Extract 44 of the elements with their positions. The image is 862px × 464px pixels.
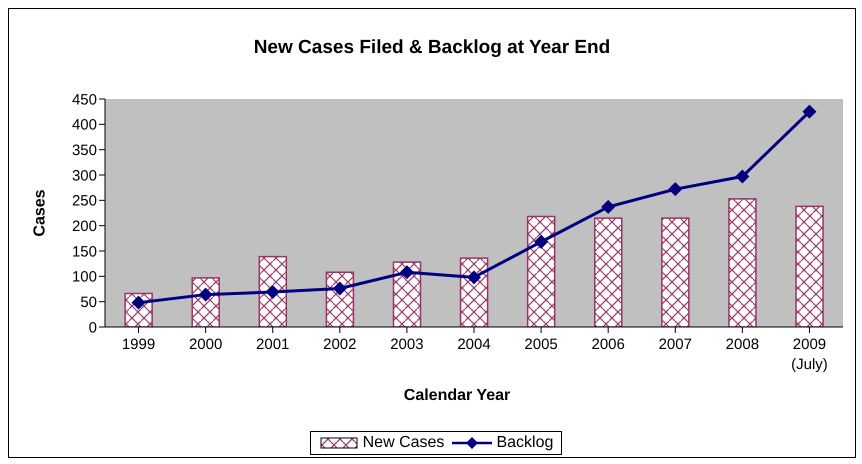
legend-label: New Cases (362, 434, 444, 452)
y-tick-label: 250 (72, 192, 97, 210)
y-axis-title: Cases (32, 189, 49, 237)
x-tick-label: 2003 (390, 336, 424, 353)
point (802, 104, 816, 119)
x-tick-label: 2002 (323, 336, 357, 353)
x-tick-label: 1999 (122, 336, 156, 353)
bar (594, 217, 623, 327)
x-tick-label: 2009 (July) (791, 336, 828, 373)
x-tick-label: 2008 (726, 336, 760, 353)
bar (526, 216, 556, 327)
bar (392, 261, 422, 327)
x-tick-label: 2006 (591, 336, 625, 353)
legend-label: Backlog (495, 434, 554, 452)
y-tick-label: 100 (72, 268, 97, 286)
bar (326, 272, 354, 327)
point (534, 234, 548, 249)
x-tick-label: 2007 (658, 336, 692, 353)
point (266, 285, 280, 300)
y-tick-label: 300 (72, 167, 97, 184)
y-tick-label: 200 (72, 218, 97, 235)
x-axis-title: Calendar Year (402, 387, 512, 405)
bar (460, 257, 488, 327)
bar (661, 217, 690, 327)
y-tick-label: 350 (72, 142, 97, 159)
x-tick-label: 2004 (457, 336, 491, 353)
point (332, 281, 347, 296)
y-tick-label: 150 (72, 243, 97, 260)
y-tick-label: 0 (88, 319, 97, 336)
x-tick-label: 2005 (524, 336, 558, 353)
y-tick-label: 50 (80, 294, 97, 311)
x-tick-label: 2001 (256, 336, 290, 353)
bar (795, 206, 824, 327)
y-tick-label: 400 (72, 116, 97, 134)
point (601, 200, 616, 214)
point (668, 182, 682, 196)
bar (728, 198, 757, 327)
x-tick-label: 2000 (188, 336, 222, 353)
point (400, 265, 414, 280)
point (735, 170, 750, 184)
chart-title: New Cases Filed & Backlog at Year End (252, 37, 612, 59)
bar (258, 256, 288, 327)
point (467, 270, 481, 284)
y-tick-label: 450 (72, 91, 97, 108)
